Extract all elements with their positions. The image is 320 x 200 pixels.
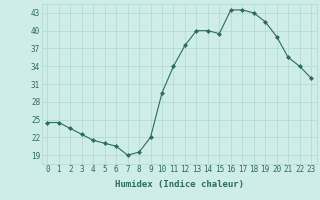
- X-axis label: Humidex (Indice chaleur): Humidex (Indice chaleur): [115, 180, 244, 189]
